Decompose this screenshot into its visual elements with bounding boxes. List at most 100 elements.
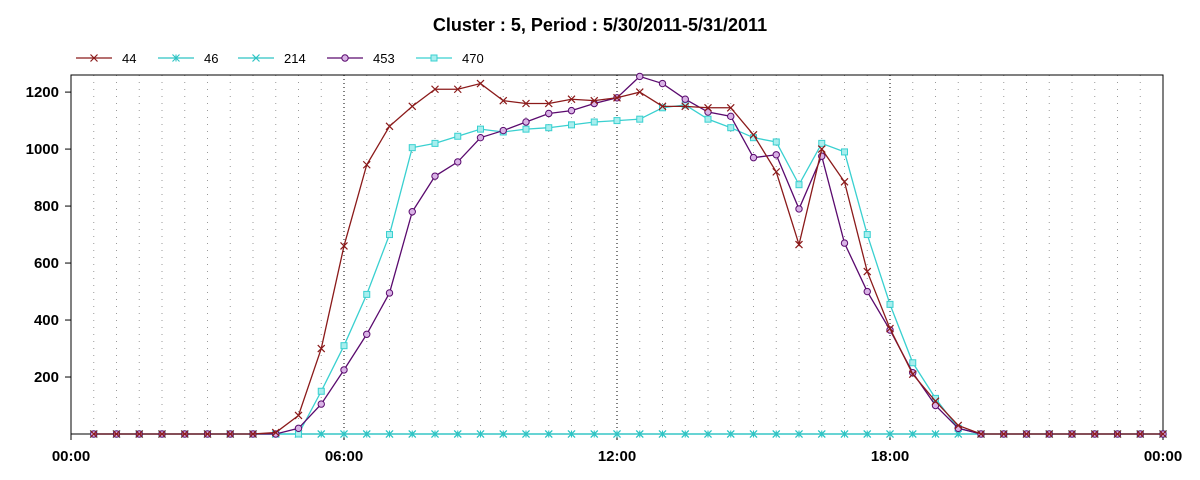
data-point-44 (385, 122, 394, 131)
data-point-214 (522, 430, 530, 438)
series-group (89, 72, 1167, 438)
data-point-44 (635, 88, 644, 97)
data-point-44 (1159, 430, 1167, 438)
legend-label: 453 (373, 51, 395, 66)
data-point-453 (840, 239, 849, 247)
data-point-44 (476, 79, 485, 88)
data-point-453 (681, 95, 689, 103)
y-tick-label: 600 (34, 255, 59, 272)
y-tick-label: 800 (34, 198, 59, 215)
data-point-214 (317, 430, 326, 438)
legend-item-453: 453 (327, 51, 395, 66)
data-point-214 (613, 430, 621, 438)
data-point-470 (386, 231, 393, 239)
data-point-44 (294, 411, 303, 420)
legend-label: 44 (122, 51, 136, 66)
x-tick-label: 06:00 (325, 448, 363, 465)
data-point-214 (795, 430, 803, 438)
series-44 (89, 79, 1167, 438)
data-point-470 (431, 139, 439, 147)
data-point-214 (908, 430, 917, 438)
data-point-44 (544, 99, 553, 108)
legend-item-44: 44 (76, 51, 136, 66)
x-tick-label: 00:00 (1144, 448, 1182, 465)
legend-item-46: 46 (158, 51, 218, 66)
data-point-44 (431, 85, 439, 94)
data-point-470 (613, 117, 621, 125)
data-point-214 (362, 430, 371, 438)
data-point-214 (658, 430, 667, 438)
axes: 00:00 06:00 12:00 18:00 00:00 200 400 600 800 100… (26, 84, 1183, 465)
data-point-214 (408, 430, 417, 438)
data-point-214 (840, 430, 849, 438)
data-point-44 (180, 430, 189, 438)
data-point-470 (704, 115, 712, 123)
data-point-453 (499, 126, 507, 135)
data-point-44 (408, 102, 417, 111)
data-point-453 (522, 118, 530, 126)
legend-marker (90, 54, 98, 62)
data-point-453 (863, 287, 871, 296)
data-point-214 (772, 430, 781, 438)
data-point-453 (636, 72, 644, 81)
data-point-44 (1022, 430, 1031, 438)
data-point-470 (909, 359, 917, 367)
data-point-44 (340, 242, 348, 250)
data-point-453 (294, 424, 303, 433)
data-point-44 (1068, 430, 1076, 438)
y-tick-label: 1200 (26, 84, 59, 101)
data-point-44 (908, 370, 917, 379)
data-point-214 (544, 430, 553, 438)
data-point-470 (863, 231, 871, 239)
data-point-214 (499, 430, 508, 438)
series-453 (90, 72, 1167, 438)
data-point-470 (772, 138, 780, 146)
data-point-44 (499, 96, 508, 105)
data-point-44 (135, 430, 144, 438)
series-line-44 (93, 82, 1163, 435)
data-point-44 (977, 430, 985, 438)
data-point-44 (522, 99, 530, 108)
data-point-214 (385, 430, 394, 438)
data-point-470 (522, 125, 530, 133)
data-point-453 (454, 158, 462, 166)
series-line-453 (93, 75, 1163, 435)
data-point-470 (568, 121, 575, 129)
x-tick-label: 00:00 (52, 448, 90, 465)
data-point-44 (226, 430, 235, 438)
data-point-453 (795, 205, 803, 213)
data-point-453 (772, 151, 780, 159)
data-point-470 (636, 115, 644, 123)
data-point-470 (363, 290, 371, 298)
data-point-44 (158, 430, 166, 438)
x-tick-label: 18:00 (871, 448, 909, 465)
legend-marker (341, 54, 349, 62)
data-point-470 (454, 132, 462, 140)
data-point-470 (477, 125, 484, 133)
data-point-214 (567, 430, 576, 438)
legend-label: 46 (204, 51, 218, 66)
data-point-214 (476, 430, 485, 438)
data-point-214 (340, 430, 348, 438)
data-point-44 (203, 430, 212, 438)
data-point-44 (89, 430, 98, 438)
data-point-470 (590, 118, 598, 126)
data-point-470 (317, 387, 325, 395)
legend-marker (430, 54, 438, 62)
data-point-44 (1113, 430, 1122, 438)
y-tick-label: 1000 (26, 141, 59, 158)
data-point-453 (545, 109, 553, 118)
data-point-470 (886, 300, 894, 308)
data-point-470 (545, 124, 553, 132)
data-point-44 (271, 428, 280, 437)
data-point-470 (727, 124, 735, 132)
y-tick-label: 400 (34, 312, 59, 329)
plot-area (70, 74, 1164, 435)
data-point-453 (658, 79, 667, 88)
data-point-453 (749, 153, 758, 162)
data-point-470 (659, 104, 666, 112)
data-point-44 (999, 430, 1008, 438)
data-point-44 (317, 344, 326, 353)
legend-marker (172, 54, 180, 62)
